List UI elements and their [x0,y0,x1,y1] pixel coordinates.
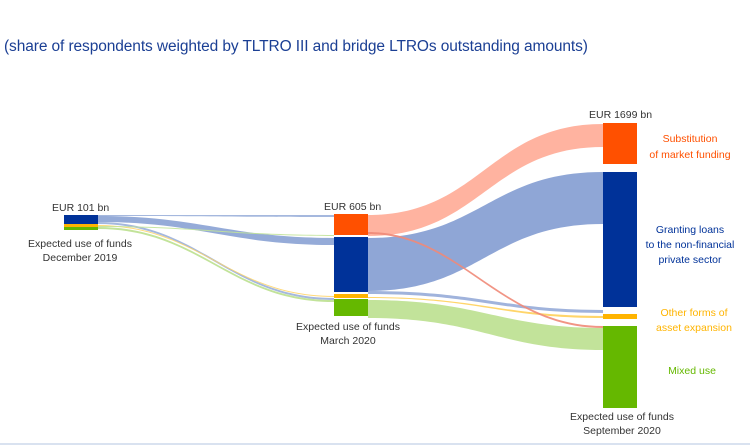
node-dec-other [64,224,98,227]
stage3-amount-label: EUR 1699 bn [589,109,652,121]
node-dec-mixed [64,227,98,230]
flow-mixed-mar-to-sep [368,300,603,350]
node-mar-other [334,294,368,298]
flow-loans-mar-to-mixed-sep [368,291,603,313]
flow-other-mar-to-sep [368,297,603,318]
category-other-line2: asset expansion [656,322,732,334]
flow-loans-dec-to-substitution-mar [98,215,334,217]
bottom-rule [0,443,750,445]
stage1-amount-label: EUR 101 bn [52,202,109,214]
node-mar-substitution [334,214,368,235]
stage3-caption-line1: Expected use of funds [570,411,674,423]
flow-mixed-dec-to-mar [98,227,334,302]
category-substitution-line1: Substitution [663,133,718,145]
node-sep-other [603,314,637,319]
category-other-line1: Other forms of [660,307,727,319]
flow-loans-mar-to-sep [368,172,603,291]
category-loans-line3: private sector [658,254,722,266]
chart-subtitle: (share of respondents weighted by TLTRO … [4,38,588,55]
stage3-caption-line2: September 2020 [583,425,661,437]
flows-stage1-to-stage2 [98,215,334,302]
category-mixed-label: Mixed use [668,365,716,377]
node-sep-substitution [603,123,637,164]
node-stage1 [64,215,98,230]
flow-substitution-mar-to-sep [368,124,603,236]
stage2-caption-line1: Expected use of funds [296,321,400,333]
stage2-amount-label: EUR 605 bn [324,201,381,213]
node-sep-mixed [603,326,637,408]
node-stage3 [603,123,637,408]
category-substitution-line2: of market funding [649,149,730,161]
flows-stage2-to-stage3 [368,124,603,350]
top-rule [0,0,750,5]
stage1-caption-line2: December 2019 [43,252,118,264]
node-sep-loans [603,172,637,307]
node-mar-loans [334,237,368,292]
flow-other-dec-to-mixed-mar [98,226,334,236]
category-loans-line1: Granting loans [656,224,724,236]
node-mar-mixed [334,299,368,316]
category-loans-line2: to the non-financial [646,239,735,251]
node-dec-loans [64,215,98,224]
category-substitution-label: Substitution of market funding [649,133,730,161]
flow-loans-dec-to-mar [98,216,334,245]
stage2-caption-line2: March 2020 [320,335,376,347]
category-mixed-line1: Mixed use [668,365,716,377]
stage1-caption-line1: Expected use of funds [28,238,132,250]
node-stage2 [334,214,368,316]
category-loans-label: Granting loans to the non-financial priv… [646,224,735,266]
flow-other-dec-to-mar [98,225,334,297]
category-other-label: Other forms of asset expansion [656,307,732,334]
